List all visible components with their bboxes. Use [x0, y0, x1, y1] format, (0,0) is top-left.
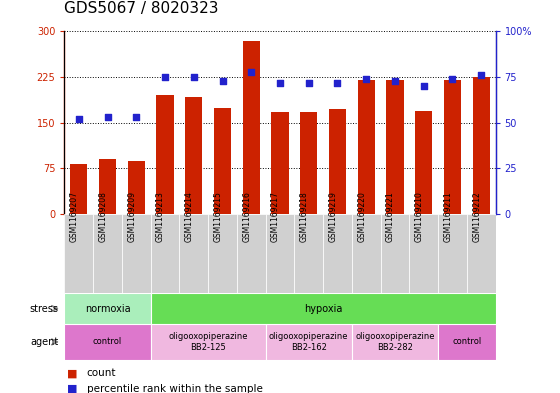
Text: GSM1169214: GSM1169214 — [185, 191, 194, 242]
Bar — [64, 324, 151, 360]
Bar — [242, 40, 260, 214]
Text: GSM1169211: GSM1169211 — [444, 191, 452, 242]
Bar — [156, 95, 174, 214]
Point — [477, 72, 486, 79]
Bar — [438, 324, 496, 360]
Text: oligooxopiperazine
BB2-162: oligooxopiperazine BB2-162 — [269, 332, 348, 352]
Bar — [415, 111, 432, 214]
Bar — [438, 214, 467, 293]
Bar — [323, 214, 352, 293]
Text: GSM1169208: GSM1169208 — [99, 191, 108, 242]
Text: GSM1169215: GSM1169215 — [213, 191, 222, 242]
Bar — [381, 214, 409, 293]
Text: agent: agent — [31, 337, 59, 347]
Bar — [237, 214, 265, 293]
Bar — [265, 324, 352, 360]
Bar — [185, 97, 202, 214]
Bar — [409, 214, 438, 293]
Point — [247, 68, 256, 75]
Text: GSM1169210: GSM1169210 — [415, 191, 424, 242]
Bar — [467, 214, 496, 293]
Text: GSM1169219: GSM1169219 — [329, 191, 338, 242]
Text: GSM1169216: GSM1169216 — [242, 191, 251, 242]
Text: percentile rank within the sample: percentile rank within the sample — [87, 384, 263, 393]
Text: count: count — [87, 368, 116, 378]
Bar — [473, 77, 490, 214]
Point — [161, 74, 170, 80]
Point — [448, 76, 457, 82]
Bar — [99, 159, 116, 214]
Bar — [151, 293, 496, 324]
Text: GSM1169209: GSM1169209 — [127, 191, 136, 242]
Bar — [208, 214, 237, 293]
Point — [333, 79, 342, 86]
Text: control: control — [452, 338, 482, 346]
Text: GSM1169220: GSM1169220 — [357, 191, 366, 242]
Text: hypoxia: hypoxia — [304, 303, 342, 314]
Text: GSM1169221: GSM1169221 — [386, 191, 395, 242]
Bar — [444, 80, 461, 214]
Text: normoxia: normoxia — [85, 303, 130, 314]
Bar — [329, 109, 346, 214]
Bar — [295, 214, 323, 293]
Bar — [386, 80, 404, 214]
Point — [189, 74, 198, 80]
Text: GSM1169212: GSM1169212 — [472, 191, 481, 242]
Text: GDS5067 / 8020323: GDS5067 / 8020323 — [64, 1, 219, 16]
Point — [390, 78, 399, 84]
Point — [276, 79, 284, 86]
Text: GSM1169207: GSM1169207 — [70, 191, 79, 242]
Bar — [214, 108, 231, 214]
Bar — [358, 80, 375, 214]
Text: ■: ■ — [67, 368, 78, 378]
Text: oligooxopiperazine
BB2-282: oligooxopiperazine BB2-282 — [355, 332, 435, 352]
Point — [74, 116, 83, 122]
Point — [132, 114, 141, 121]
Bar — [128, 161, 145, 214]
Bar — [300, 112, 318, 214]
Text: stress: stress — [30, 303, 59, 314]
Bar — [122, 214, 151, 293]
Bar — [272, 112, 288, 214]
Point — [362, 76, 371, 82]
Point — [304, 79, 313, 86]
Point — [218, 78, 227, 84]
Bar — [93, 214, 122, 293]
Bar — [64, 214, 93, 293]
Bar — [70, 164, 87, 214]
Bar — [265, 214, 295, 293]
Bar — [352, 214, 381, 293]
Text: GSM1169218: GSM1169218 — [300, 191, 309, 242]
Point — [419, 83, 428, 90]
Point — [103, 114, 112, 121]
Bar — [179, 214, 208, 293]
Bar — [151, 214, 179, 293]
Text: GSM1169213: GSM1169213 — [156, 191, 165, 242]
Bar — [151, 324, 265, 360]
Text: ■: ■ — [67, 384, 78, 393]
Bar — [64, 293, 151, 324]
Text: GSM1169217: GSM1169217 — [271, 191, 280, 242]
Text: oligooxopiperazine
BB2-125: oligooxopiperazine BB2-125 — [169, 332, 248, 352]
Text: control: control — [93, 338, 122, 346]
Bar — [352, 324, 438, 360]
